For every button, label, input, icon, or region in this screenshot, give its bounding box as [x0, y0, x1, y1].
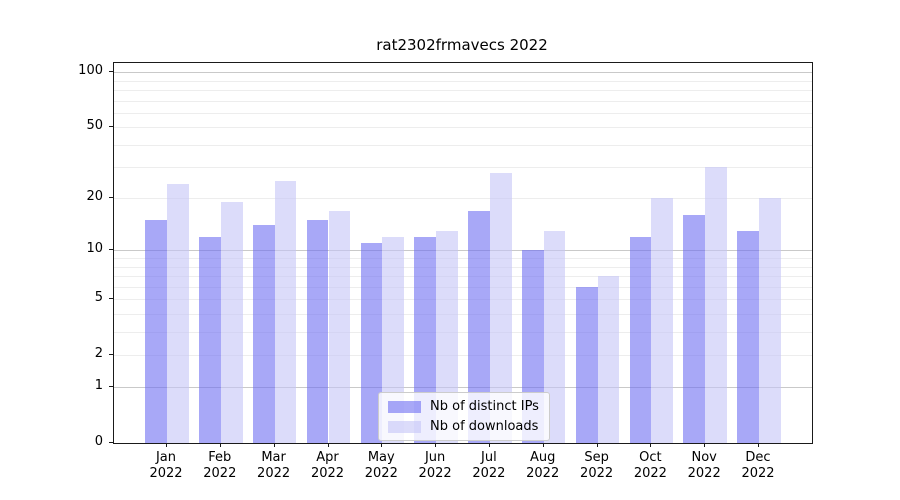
- x-tick-label-jul: Jul 2022: [472, 450, 506, 481]
- x-tick-label-oct: Oct 2022: [633, 450, 667, 481]
- y-tick-label-5: 5: [94, 290, 103, 305]
- y-tick-label-50: 50: [86, 118, 103, 134]
- y-tick-mark-50: [109, 126, 113, 128]
- x-tick-label-dec: Dec 2022: [741, 450, 775, 481]
- gridline-90: [114, 80, 812, 82]
- y-tick-label-2: 2: [94, 345, 103, 361]
- bar-ips-jun: [414, 236, 437, 443]
- bar-downloads-mar: [274, 181, 297, 443]
- bar-ips-sep: [575, 286, 598, 443]
- x-tick-label-apr: Apr 2022: [310, 450, 345, 481]
- gridline-5: [114, 299, 812, 300]
- chart-title: rat2302frmavecs 2022: [376, 36, 548, 54]
- x-tick-mark-feb: [219, 443, 221, 447]
- gridline-80: [114, 89, 812, 91]
- x-tick-mark-jan: [166, 443, 167, 447]
- x-tick-label-mar: Mar 2022: [257, 450, 291, 481]
- bar-ips-jan: [145, 220, 167, 443]
- x-tick-label-sep: Sep 2022: [580, 450, 614, 481]
- legend-label-distinct-ips: Nb of distinct IPs: [430, 399, 539, 414]
- bar-downloads-may: [382, 236, 405, 443]
- gridline-6: [114, 286, 812, 288]
- gridline-8: [114, 266, 812, 268]
- x-tick-label-jun: Jun 2022: [418, 450, 452, 481]
- gridline-2: [114, 354, 812, 356]
- legend-row-downloads: Nb of downloads: [388, 418, 539, 435]
- bar-downloads-feb: [220, 202, 243, 443]
- legend-row-distinct-ips: Nb of distinct IPs: [388, 398, 539, 415]
- y-tick-mark-2: [109, 353, 113, 355]
- gridline-9: [114, 258, 812, 259]
- y-tick-label-10: 10: [86, 241, 103, 257]
- bar-downloads-aug: [543, 231, 566, 443]
- legend-swatch-downloads: [388, 420, 421, 433]
- gridline-20: [114, 198, 812, 200]
- gridline-30: [114, 167, 812, 169]
- bar-ips-apr: [306, 220, 329, 443]
- x-tick-label-aug: Aug 2022: [526, 450, 560, 481]
- x-tick-label-feb: Feb 2022: [203, 450, 237, 481]
- y-tick-mark-1: [109, 386, 113, 388]
- x-tick-mark-sep: [596, 443, 598, 447]
- gridline-100: [114, 72, 812, 74]
- y-tick-mark-10: [109, 249, 113, 251]
- bar-ips-jul: [468, 210, 490, 443]
- x-tick-mark-oct: [650, 443, 652, 447]
- gridline-60: [114, 112, 812, 114]
- legend-swatch-distinct-ips: [388, 400, 421, 413]
- y-tick-label-20: 20: [86, 189, 103, 205]
- x-tick-mark-jun: [435, 443, 437, 447]
- y-tick-label-1: 1: [94, 378, 103, 394]
- x-tick-label-nov: Nov 2022: [687, 450, 721, 481]
- gridline-7: [114, 275, 812, 277]
- x-tick-label-jan: Jan 2022: [149, 450, 183, 481]
- legend: Nb of distinct IPs Nb of downloads: [378, 392, 550, 441]
- bar-downloads-apr: [328, 210, 351, 443]
- y-tick-mark-5: [109, 298, 113, 299]
- gridline-10: [114, 250, 812, 252]
- y-tick-mark-20: [109, 197, 113, 199]
- x-tick-mark-aug: [542, 443, 544, 447]
- x-tick-mark-dec: [758, 443, 759, 447]
- bar-ips-nov: [683, 215, 706, 443]
- bar-ips-dec: [737, 231, 759, 443]
- gridline-3: [114, 331, 812, 333]
- x-tick-mark-jul: [488, 443, 490, 447]
- x-tick-mark-mar: [273, 443, 275, 447]
- bar-ips-feb: [199, 236, 221, 443]
- x-tick-label-may: May 2022: [364, 450, 398, 481]
- gridline-40: [114, 144, 812, 146]
- x-tick-mark-apr: [327, 443, 329, 447]
- y-tick-label-100: 100: [78, 63, 103, 79]
- bar-downloads-jan: [167, 184, 189, 443]
- x-tick-mark-nov: [704, 443, 706, 447]
- bar-downloads-oct: [651, 198, 674, 443]
- bar-ips-oct: [629, 236, 652, 443]
- x-tick-mark-may: [381, 443, 383, 447]
- gridline-50: [114, 127, 812, 129]
- bar-downloads-nov: [705, 167, 727, 443]
- gridline-1: [114, 387, 812, 389]
- gridline-4: [114, 313, 812, 315]
- bar-downloads-dec: [759, 198, 781, 443]
- y-tick-mark-100: [109, 71, 113, 73]
- legend-label-downloads: Nb of downloads: [430, 419, 539, 434]
- bar-downloads-jul: [489, 172, 512, 443]
- bar-downloads-sep: [597, 275, 620, 443]
- y-tick-mark-0: [109, 442, 113, 443]
- plot-area: [113, 62, 813, 444]
- gridline-70: [114, 100, 812, 102]
- y-tick-label-0: 0: [94, 434, 103, 449]
- bar-downloads-jun: [436, 231, 458, 443]
- bar-ips-may: [360, 243, 383, 443]
- bar-ips-mar: [252, 225, 275, 443]
